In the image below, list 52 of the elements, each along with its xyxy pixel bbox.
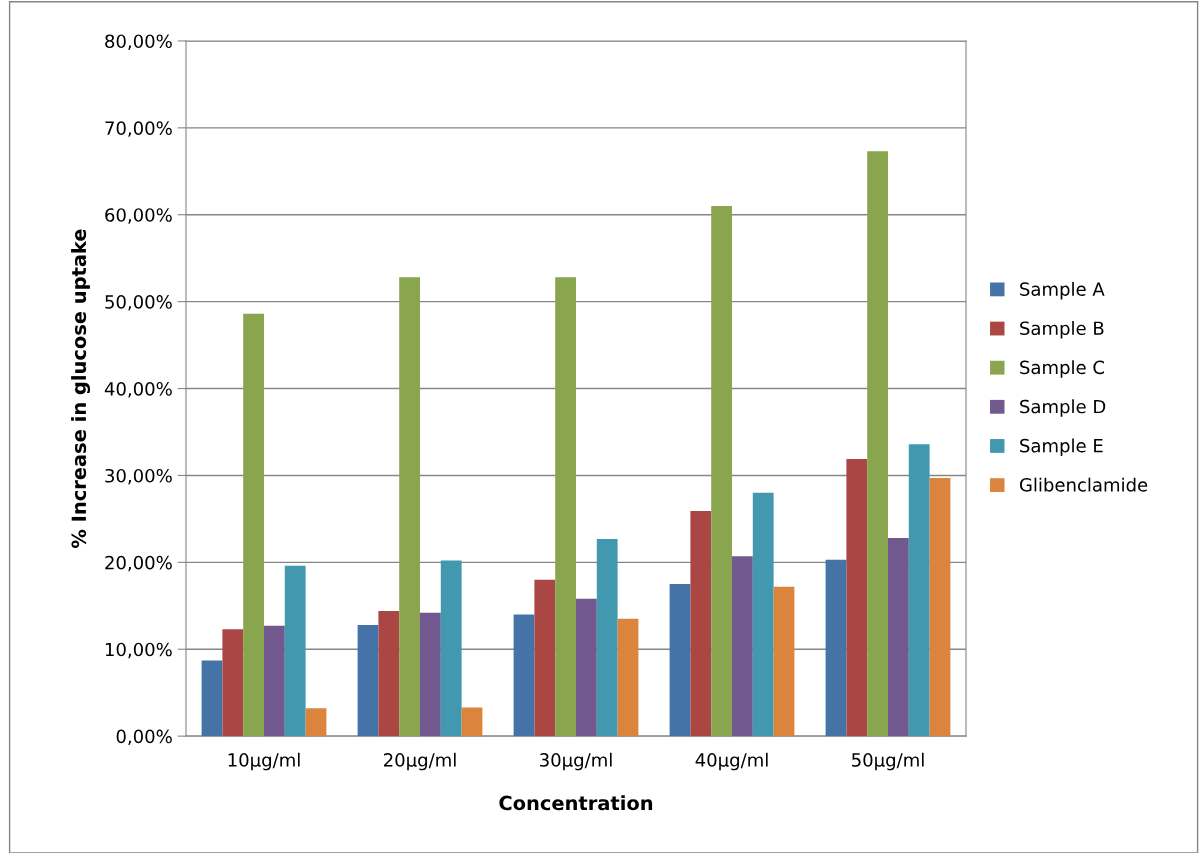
y-tick-label: 0,00% <box>116 729 172 746</box>
y-tick-label: 70,00% <box>105 121 172 137</box>
x-axis-title: Concentration <box>499 795 653 811</box>
bar <box>929 478 951 737</box>
bar <box>420 612 441 737</box>
bar <box>222 629 244 737</box>
y-tick-label: 10,00% <box>105 642 172 659</box>
bar <box>513 614 535 737</box>
bar <box>461 707 483 737</box>
bar <box>534 579 556 737</box>
bar <box>264 625 285 737</box>
bar <box>576 598 597 737</box>
bar <box>888 538 909 737</box>
bar <box>617 618 639 737</box>
legend-label: Sample C <box>1020 360 1105 378</box>
y-tick-label: 20,00% <box>105 555 172 572</box>
bar <box>752 492 774 737</box>
legend-label: Sample A <box>1020 281 1105 300</box>
x-tick-label: 50µg/ml <box>852 752 924 771</box>
bar <box>773 586 795 737</box>
bar <box>440 560 462 737</box>
bar <box>399 277 420 737</box>
bar <box>378 611 400 737</box>
bar <box>825 559 847 737</box>
bar <box>357 624 379 737</box>
legend-label: Sample B <box>1020 321 1104 339</box>
y-axis-title: % Increase in glucose uptake <box>71 229 91 549</box>
bar <box>596 538 618 737</box>
x-tick-label: 30µg/ml <box>540 752 612 771</box>
bar <box>669 584 691 737</box>
bar <box>284 565 306 737</box>
y-tick-label: 40,00% <box>104 382 172 398</box>
y-tick-label: 80,00% <box>105 34 172 50</box>
y-tick-label: 30,00% <box>105 468 172 485</box>
bar <box>555 277 576 737</box>
bar <box>846 458 868 737</box>
bar <box>690 511 712 737</box>
y-tick-label: 50,00% <box>105 295 172 311</box>
x-tick-label: 10µg/ml <box>228 752 300 771</box>
bar <box>711 206 732 737</box>
bar <box>908 444 930 737</box>
bar <box>305 708 327 737</box>
x-tick-label: 40µg/ml <box>695 752 768 771</box>
bar <box>201 660 223 737</box>
x-tick-label: 20µg/ml <box>384 752 456 771</box>
bar <box>867 151 888 737</box>
legend-label: Sample D <box>1020 399 1106 417</box>
y-tick-label: 60,00% <box>105 208 172 224</box>
bar <box>243 313 264 737</box>
legend-label: Glibenclamide <box>1019 477 1148 492</box>
legend-label: Sample E <box>1020 438 1103 456</box>
bar <box>732 556 753 737</box>
